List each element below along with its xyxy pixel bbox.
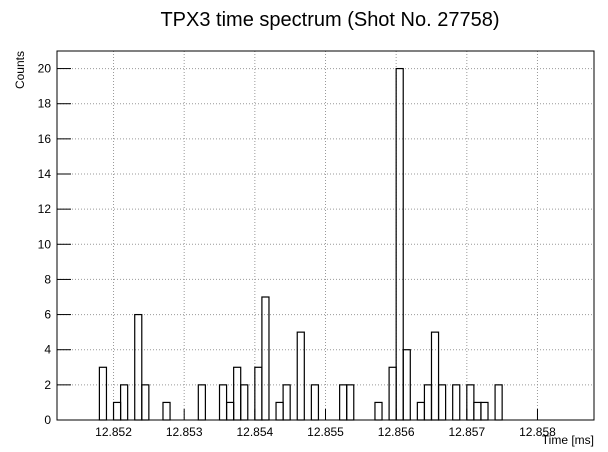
- x-tick-label: 12.855: [307, 425, 344, 439]
- y-tick-label: 8: [44, 272, 51, 286]
- bar: [112, 401, 122, 421]
- y-tick-label: 10: [38, 237, 52, 251]
- bar: [466, 384, 475, 421]
- y-tick-label: 6: [44, 308, 51, 322]
- bar: [218, 384, 228, 421]
- x-tick-label: 12.857: [448, 425, 485, 439]
- x-tick-label: 12.856: [378, 425, 415, 439]
- bar: [197, 384, 206, 421]
- x-tick-label: 12.853: [166, 425, 203, 439]
- bar: [473, 401, 482, 421]
- bar: [134, 313, 143, 421]
- bar: [339, 384, 348, 421]
- bar: [275, 401, 284, 421]
- x-tick-label: 12.852: [95, 425, 132, 439]
- bar: [423, 384, 433, 421]
- bar: [119, 384, 129, 421]
- bar: [480, 401, 489, 421]
- y-tick-label: 4: [44, 343, 51, 357]
- y-tick-label: 16: [38, 132, 52, 146]
- bar: [437, 384, 447, 421]
- bar: [430, 331, 440, 421]
- bar: [261, 296, 270, 421]
- bar: [254, 366, 263, 421]
- bar: [98, 366, 108, 421]
- bar: [494, 384, 503, 421]
- bar: [374, 401, 383, 421]
- bar: [346, 384, 355, 421]
- y-axis-label: Counts: [13, 51, 27, 89]
- bar: [416, 401, 426, 421]
- bar: [141, 384, 150, 421]
- bar: [388, 366, 397, 421]
- x-axis-label: Time [ms]: [542, 433, 594, 447]
- x-tick-label: 12.854: [236, 425, 273, 439]
- bar: [452, 384, 461, 421]
- bar: [402, 349, 411, 421]
- plot-frame: [56, 50, 595, 421]
- bar: [296, 331, 305, 421]
- y-tick-label: 0: [44, 413, 51, 427]
- y-tick-label: 12: [38, 202, 52, 216]
- y-tick-label: 18: [38, 97, 52, 111]
- y-tick-label: 20: [38, 62, 52, 76]
- bar: [233, 366, 242, 421]
- y-tick-label: 14: [38, 167, 52, 181]
- chart-title: TPX3 time spectrum (Shot No. 27758): [160, 9, 499, 31]
- y-tick-label: 2: [44, 378, 51, 392]
- x-tick-label: 12.858: [519, 425, 556, 439]
- bar: [225, 401, 235, 421]
- bar: [282, 384, 291, 421]
- bar: [162, 401, 171, 421]
- bar: [310, 384, 320, 421]
- bar: [240, 384, 249, 421]
